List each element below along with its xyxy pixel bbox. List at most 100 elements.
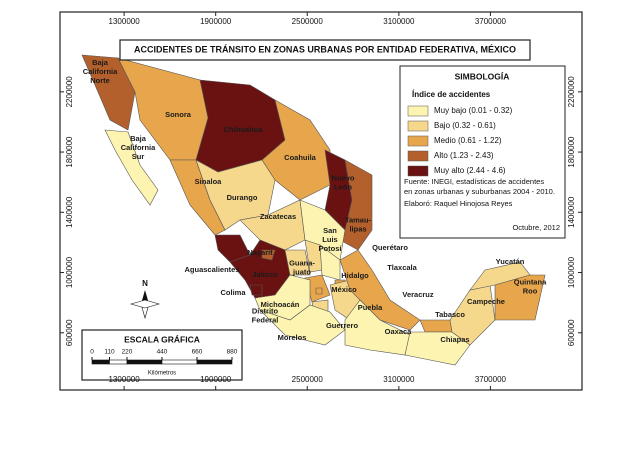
state: [419, 319, 453, 333]
legend-label: Bajo (0.32 - 0.61): [434, 121, 496, 130]
state-label: Sonora: [165, 110, 192, 119]
scale-segment: [196, 359, 233, 365]
state-label: Chiapas: [440, 335, 469, 344]
scale-bar: 0 110 220 440 660 880: [90, 349, 238, 365]
date: Octubre, 2012: [512, 223, 560, 232]
legend-label: Muy alto (2.44 - 4.6): [434, 166, 506, 175]
scale-segment: [91, 359, 110, 365]
x-tick-label: 1900000: [200, 17, 232, 26]
state-label: Norte: [90, 76, 110, 85]
state-label: Baja: [130, 134, 147, 143]
state: [261, 249, 276, 261]
y-tick-label: 2200000: [65, 76, 74, 108]
state-label: Guerrero: [326, 321, 359, 330]
scale-segment: [126, 359, 163, 365]
state-label: Durango: [227, 193, 258, 202]
state-labels: BajaCaliforniaNorteBajaCaliforniaSurSono…: [83, 58, 547, 344]
state-label: Campeche: [467, 297, 505, 306]
scale-tick-label: 220: [122, 349, 133, 356]
scale-tick-label: 660: [192, 349, 203, 356]
x-tick-label: 3700000: [475, 375, 507, 384]
state-label: León: [334, 182, 352, 191]
state-label: Luis: [322, 235, 337, 244]
x-tick-label: 1900000: [200, 375, 232, 384]
state-label: Sur: [132, 152, 145, 161]
state-label: Querétaro: [372, 243, 408, 252]
state-label: lipas: [349, 224, 366, 233]
state-label: Tamau-: [345, 215, 372, 224]
state-label: Veracruz: [402, 290, 434, 299]
state-label: Zacatecas: [260, 212, 296, 221]
legend-subtitle: Índice de accidentes: [412, 90, 491, 99]
state-label: San: [323, 226, 337, 235]
x-tick-label: 1300000: [109, 375, 141, 384]
source-line: Fuente: INEGI, estadísticas de accidente…: [404, 177, 544, 186]
state-label: Puebla: [358, 303, 383, 312]
state-label: Jalisco: [252, 270, 278, 279]
legend-label: Alto (1.23 - 2.43): [434, 151, 494, 160]
scale-box: [81, 329, 243, 381]
scale-tick-label: 880: [227, 349, 238, 356]
state-label: Oaxaca: [385, 327, 413, 336]
scale-title: ESCALA GRÁFICA: [124, 334, 200, 344]
y-tick-label: 600000: [567, 319, 576, 346]
y-tick-label: 1800000: [65, 136, 74, 168]
state: [259, 304, 346, 346]
state-label: Nuevo: [332, 173, 355, 182]
legend-swatch: [407, 105, 429, 117]
scale-tick-label: 440: [157, 349, 168, 356]
state-label: Quintana: [514, 277, 547, 286]
state-label: Nayarit: [247, 248, 273, 257]
state: [284, 249, 311, 276]
state-label: Potosí: [319, 244, 343, 253]
state-label: California: [83, 67, 118, 76]
scale-segment: [161, 359, 198, 365]
state-label: México: [331, 285, 357, 294]
x-tick-label: 2500000: [292, 17, 324, 26]
state-label: Federal: [252, 315, 279, 324]
legend-swatch: [407, 135, 429, 147]
state-label: Roo: [523, 286, 538, 295]
state-label: Coahuila: [284, 153, 316, 162]
y-tick-label: 1400000: [567, 196, 576, 228]
map-title: ACCIDENTES DE TRÁNSITO EN ZONAS URBANAS …: [134, 44, 516, 54]
state: [104, 129, 159, 206]
state: [315, 287, 323, 295]
state-label: Aguascalientes: [184, 265, 239, 274]
y-tick-label: 600000: [65, 319, 74, 346]
north-arrow: N: [129, 279, 161, 320]
scale-segment: [109, 359, 128, 365]
scale-tick-label: 110: [104, 349, 115, 356]
state-label: Tlaxcala: [387, 263, 417, 272]
state-label: Morelos: [278, 333, 307, 342]
legend-swatch: [407, 165, 429, 177]
state-label: Sinaloa: [195, 177, 223, 186]
legend-swatch: [407, 150, 429, 162]
scale-tick-label: 0: [90, 349, 94, 356]
legend-title: SIMBOLOGÍA: [455, 71, 510, 81]
y-tick-label: 1400000: [65, 196, 74, 228]
states: [81, 54, 546, 366]
state-label: Baja: [92, 58, 109, 67]
x-tick-label: 2500000: [292, 375, 324, 384]
state-label: Yucatán: [496, 257, 525, 266]
legend-items: Muy bajo (0.01 - 0.32) Bajo (0.32 - 0.61)…: [407, 105, 513, 177]
x-tick-label: 3100000: [383, 17, 415, 26]
state: [249, 284, 263, 296]
state-label: Michoacán: [261, 300, 300, 309]
source-line: en zonas urbanas y suburbanas 2004 - 201…: [404, 187, 555, 196]
state-label: Guana-: [289, 258, 315, 267]
author: Elaboró: Raquel Hinojosa Reyes: [404, 199, 513, 208]
state-label: Distrito: [252, 306, 279, 315]
legend-label: Muy bajo (0.01 - 0.32): [434, 106, 513, 115]
state: [469, 261, 531, 291]
state-label: Colima: [220, 288, 246, 297]
north-label: N: [142, 279, 148, 288]
title-box: [119, 39, 531, 61]
state: [339, 159, 373, 251]
y-tick-label: 1800000: [567, 136, 576, 168]
legend-label: Medio (0.61 - 1.22): [434, 136, 502, 145]
state-label: Chihuahua: [224, 125, 264, 134]
legend-swatch: [407, 120, 429, 132]
